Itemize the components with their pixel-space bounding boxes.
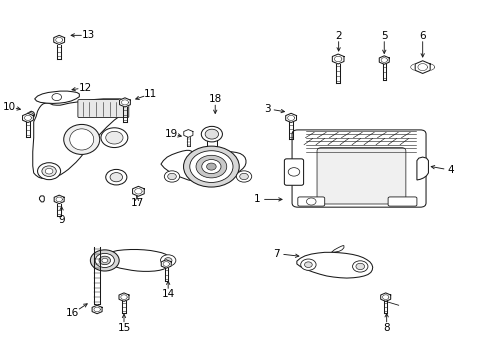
FancyBboxPatch shape: [298, 197, 325, 206]
Polygon shape: [184, 130, 193, 137]
Text: 14: 14: [162, 289, 175, 299]
Text: 9: 9: [58, 215, 65, 225]
FancyBboxPatch shape: [317, 148, 406, 204]
Circle shape: [190, 151, 233, 183]
Polygon shape: [331, 246, 344, 252]
Circle shape: [356, 263, 365, 270]
Polygon shape: [33, 99, 129, 179]
Circle shape: [90, 250, 119, 271]
Text: 7: 7: [273, 249, 280, 258]
Text: 2: 2: [335, 31, 342, 41]
Circle shape: [205, 129, 219, 139]
Text: 4: 4: [448, 165, 454, 175]
Text: 1: 1: [254, 194, 261, 204]
Text: 6: 6: [419, 31, 426, 41]
Polygon shape: [161, 150, 246, 181]
Ellipse shape: [64, 125, 100, 154]
Circle shape: [196, 155, 227, 178]
Circle shape: [184, 146, 239, 187]
FancyBboxPatch shape: [292, 130, 426, 207]
Circle shape: [26, 113, 34, 118]
Circle shape: [353, 261, 368, 272]
Circle shape: [164, 258, 172, 263]
Circle shape: [95, 253, 114, 267]
Text: 8: 8: [383, 323, 390, 333]
Text: 11: 11: [144, 89, 157, 99]
Text: 13: 13: [82, 30, 95, 40]
Circle shape: [305, 262, 312, 267]
Polygon shape: [332, 54, 344, 64]
FancyBboxPatch shape: [388, 197, 417, 206]
Polygon shape: [25, 111, 35, 120]
Circle shape: [99, 256, 111, 265]
Circle shape: [201, 126, 222, 142]
Polygon shape: [133, 186, 144, 196]
Circle shape: [168, 173, 176, 180]
Text: 19: 19: [165, 129, 178, 139]
Circle shape: [42, 166, 56, 176]
Circle shape: [207, 163, 216, 170]
Text: 5: 5: [381, 31, 388, 41]
Polygon shape: [161, 260, 171, 268]
Circle shape: [301, 259, 316, 270]
Polygon shape: [40, 196, 44, 202]
Circle shape: [101, 128, 128, 148]
FancyBboxPatch shape: [284, 159, 304, 185]
Polygon shape: [54, 195, 64, 204]
Circle shape: [106, 170, 127, 185]
Circle shape: [288, 168, 300, 176]
Polygon shape: [415, 61, 430, 73]
Circle shape: [52, 94, 62, 101]
Text: 12: 12: [78, 82, 92, 93]
Circle shape: [161, 255, 176, 266]
Polygon shape: [379, 56, 389, 64]
Circle shape: [110, 172, 122, 182]
Polygon shape: [54, 35, 65, 45]
Text: 10: 10: [2, 102, 16, 112]
Polygon shape: [119, 293, 129, 301]
Circle shape: [164, 171, 180, 182]
Ellipse shape: [70, 129, 94, 150]
FancyBboxPatch shape: [78, 100, 129, 118]
Text: 18: 18: [209, 94, 222, 104]
Circle shape: [240, 173, 248, 180]
Circle shape: [202, 159, 221, 174]
Circle shape: [106, 131, 123, 144]
Circle shape: [45, 168, 53, 174]
Polygon shape: [35, 91, 79, 103]
Polygon shape: [297, 252, 373, 278]
Text: 15: 15: [118, 323, 131, 333]
Polygon shape: [286, 113, 296, 122]
Text: 17: 17: [130, 198, 144, 208]
Polygon shape: [98, 249, 171, 271]
Text: 16: 16: [66, 309, 79, 318]
Circle shape: [236, 171, 252, 182]
Polygon shape: [417, 157, 428, 180]
Circle shape: [306, 198, 316, 205]
Polygon shape: [120, 98, 130, 107]
Polygon shape: [92, 305, 102, 314]
Circle shape: [102, 258, 108, 262]
Polygon shape: [23, 113, 33, 122]
Circle shape: [38, 163, 61, 180]
Text: 3: 3: [264, 104, 270, 114]
Polygon shape: [381, 293, 391, 301]
